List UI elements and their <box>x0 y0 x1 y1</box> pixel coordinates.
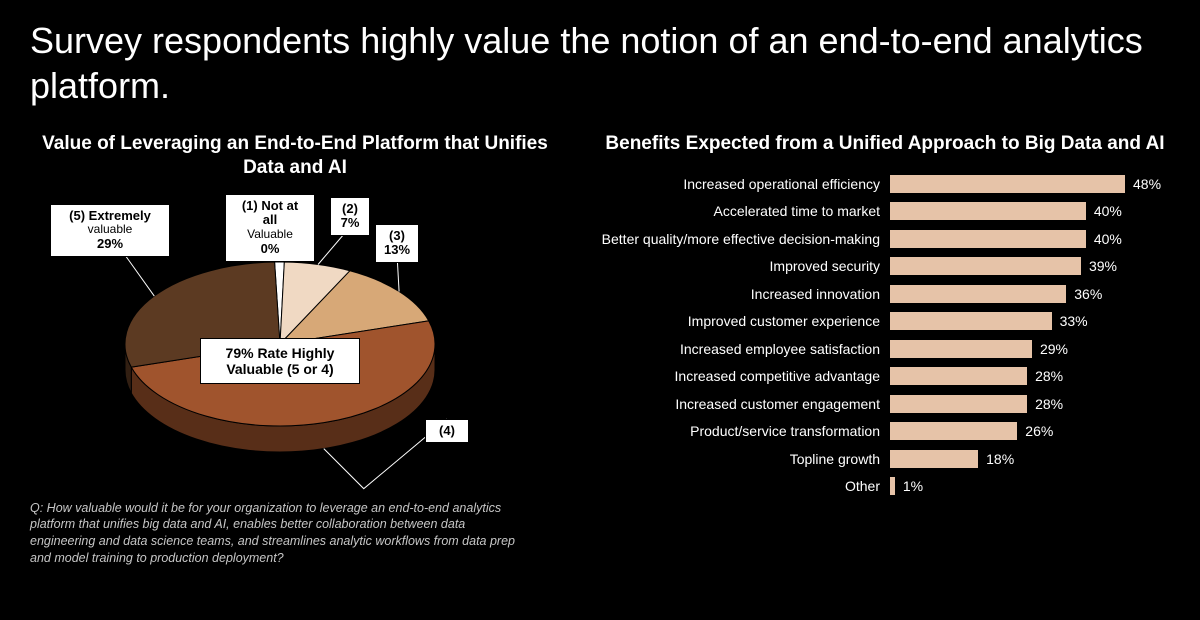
bar-value: 40% <box>1094 203 1122 219</box>
slide: Survey respondents highly value the noti… <box>0 0 1200 577</box>
bar-label: Better quality/more effective decision-m… <box>600 231 890 247</box>
bar-chart-title: Benefits Expected from a Unified Approac… <box>600 132 1170 156</box>
bar-row: Better quality/more effective decision-m… <box>600 225 1170 253</box>
bar-fill <box>890 230 1086 248</box>
pie-label-pct: 0% <box>234 242 306 257</box>
bar-track: 36% <box>890 285 1170 303</box>
bar-row: Other 1% <box>600 472 1170 500</box>
bar-value: 36% <box>1074 286 1102 302</box>
pie-label-line2: valuable <box>59 223 161 237</box>
pie-chart: (1) Not at allValuable0%(2)7%(3)13%(4)(5… <box>30 194 550 494</box>
bar-value: 28% <box>1035 396 1063 412</box>
bar-row: Accelerated time to market 40% <box>600 197 1170 225</box>
bar-label: Increased competitive advantage <box>600 368 890 384</box>
bar-label: Topline growth <box>600 451 890 467</box>
bar-value: 33% <box>1060 313 1088 329</box>
pie-label-pct: 7% <box>339 216 361 231</box>
bar-row: Increased competitive advantage 28% <box>600 362 1170 390</box>
bar-fill <box>890 257 1081 275</box>
pie-label-line1: (4) <box>434 424 460 439</box>
bar-value: 18% <box>986 451 1014 467</box>
bar-fill <box>890 477 895 495</box>
pie-label-line2: Valuable <box>234 228 306 242</box>
survey-question-footnote: Q: How valuable would it be for your org… <box>30 500 530 568</box>
bar-track: 48% <box>890 175 1170 193</box>
bar-row: Increased operational efficiency 48% <box>600 170 1170 198</box>
bar-track: 33% <box>890 312 1170 330</box>
bar-fill <box>890 175 1125 193</box>
bar-label: Improved security <box>600 258 890 274</box>
pie-label-line1: (5) Extremely <box>59 209 161 224</box>
bar-value: 48% <box>1133 176 1161 192</box>
bar-fill <box>890 285 1066 303</box>
bar-row: Improved customer experience 33% <box>600 307 1170 335</box>
pie-label-line1: (2) <box>339 202 361 217</box>
pie-chart-title: Value of Leveraging an End-to-End Platfo… <box>30 132 560 180</box>
bar-row: Increased innovation 36% <box>600 280 1170 308</box>
pie-center-label: 79% Rate Highly Valuable (5 or 4) <box>200 338 360 384</box>
bar-row: Product/service transformation 26% <box>600 417 1170 445</box>
bar-row: Improved security 39% <box>600 252 1170 280</box>
bar-track: 1% <box>890 477 1170 495</box>
bar-fill <box>890 340 1032 358</box>
bar-track: 29% <box>890 340 1170 358</box>
bar-track: 40% <box>890 202 1170 220</box>
bar-track: 28% <box>890 367 1170 385</box>
bar-track: 28% <box>890 395 1170 413</box>
bar-label: Accelerated time to market <box>600 203 890 219</box>
pie-label-line1: (3) <box>384 229 410 244</box>
bar-track: 18% <box>890 450 1170 468</box>
pie-label-two: (2)7% <box>330 197 370 237</box>
pie-label-three: (3)13% <box>375 224 419 264</box>
bar-track: 26% <box>890 422 1170 440</box>
pie-column: Value of Leveraging an End-to-End Platfo… <box>30 132 560 567</box>
bar-value: 39% <box>1089 258 1117 274</box>
bar-label: Increased employee satisfaction <box>600 341 890 357</box>
bar-label: Improved customer experience <box>600 313 890 329</box>
bar-chart: Increased operational efficiency 48% Accel… <box>600 170 1170 500</box>
bar-fill <box>890 422 1017 440</box>
bar-row: Increased customer engagement 28% <box>600 390 1170 418</box>
bar-label: Other <box>600 478 890 494</box>
pie-label-pct: 29% <box>59 237 161 252</box>
bar-track: 39% <box>890 257 1170 275</box>
bar-label: Increased operational efficiency <box>600 176 890 192</box>
bar-track: 40% <box>890 230 1170 248</box>
bar-fill <box>890 395 1027 413</box>
bar-value: 1% <box>903 478 923 494</box>
bar-label: Product/service transformation <box>600 423 890 439</box>
pie-label-line1: (1) Not at all <box>234 199 306 229</box>
pie-label-pct: 13% <box>384 243 410 258</box>
bar-fill <box>890 202 1086 220</box>
bar-label: Increased innovation <box>600 286 890 302</box>
bar-value: 40% <box>1094 231 1122 247</box>
bar-value: 26% <box>1025 423 1053 439</box>
bar-fill <box>890 367 1027 385</box>
bar-label: Increased customer engagement <box>600 396 890 412</box>
slide-headline: Survey respondents highly value the noti… <box>30 18 1170 108</box>
bar-column: Benefits Expected from a Unified Approac… <box>600 132 1170 567</box>
bar-fill <box>890 450 978 468</box>
pie-label-four: (4) <box>425 419 469 444</box>
bar-value: 28% <box>1035 368 1063 384</box>
two-column-layout: Value of Leveraging an End-to-End Platfo… <box>30 132 1170 567</box>
bar-row: Increased employee satisfaction 29% <box>600 335 1170 363</box>
bar-fill <box>890 312 1052 330</box>
pie-label-five: (5) Extremelyvaluable29% <box>50 204 170 258</box>
bar-row: Topline growth 18% <box>600 445 1170 473</box>
pie-label-not_valuable: (1) Not at allValuable0% <box>225 194 315 263</box>
bar-value: 29% <box>1040 341 1068 357</box>
